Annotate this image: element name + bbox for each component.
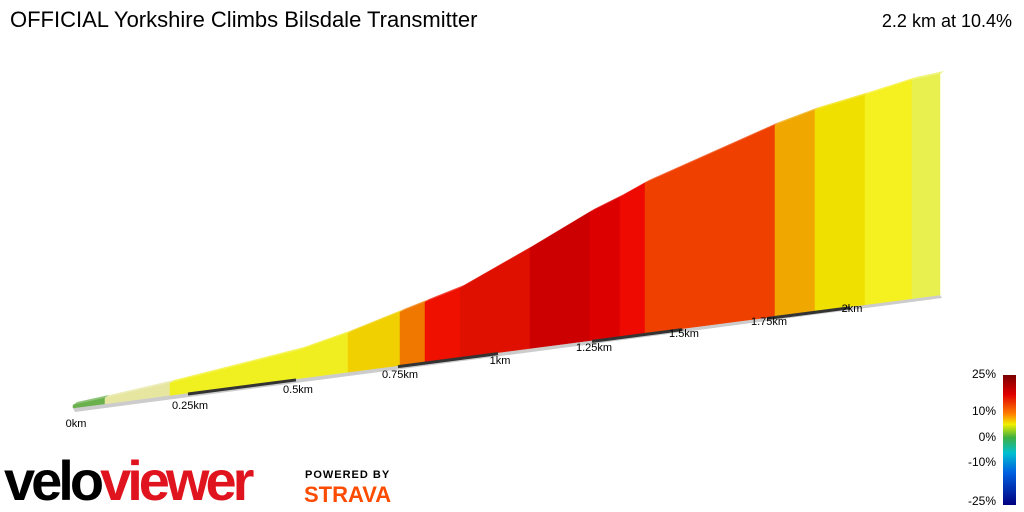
distance-label: 0.25km	[172, 400, 208, 412]
distance-label: 1.5km	[669, 328, 699, 340]
legend-label: -25%	[968, 494, 996, 508]
legend-label: -10%	[968, 455, 996, 469]
profile-segment	[619, 182, 646, 337]
profile-segment	[399, 301, 426, 366]
distance-bar	[766, 306, 851, 321]
legend: 25% 10% 0% -10% -25%	[968, 367, 996, 508]
profile-segment	[299, 332, 349, 379]
title: OFFICIAL Yorkshire Climbs Bilsdale Trans…	[10, 7, 477, 32]
distance-label: 1.75km	[751, 316, 787, 328]
gradient-scale	[1003, 375, 1016, 505]
profile-top	[865, 77, 916, 95]
profile-segment	[459, 247, 531, 358]
legend-label: 0%	[979, 430, 997, 444]
summary: 2.2 km at 10.4%	[882, 11, 1012, 31]
profile-top	[620, 180, 649, 197]
profile-top	[815, 92, 869, 110]
legend-label: 25%	[972, 367, 996, 381]
base-strip	[73, 295, 942, 412]
profile-segment	[911, 73, 941, 299]
profile-top	[460, 245, 534, 288]
distance-bar	[397, 352, 499, 369]
profile-top	[170, 347, 304, 383]
profile-top	[530, 209, 594, 248]
distance-bar	[187, 378, 297, 396]
profile-segment	[347, 311, 401, 373]
profile-segment	[774, 109, 816, 317]
distance-label: 1km	[490, 355, 511, 367]
distance-bar	[591, 328, 683, 343]
distance-label: 0.5km	[283, 384, 313, 396]
profile-segment	[814, 94, 866, 312]
profile-top	[645, 122, 779, 183]
profile-top	[912, 71, 944, 80]
profile-segment	[589, 196, 621, 341]
distance-label: 2km	[842, 303, 863, 315]
legend-label: 10%	[972, 404, 996, 418]
profile-top	[348, 309, 404, 333]
profile-segment	[864, 79, 913, 306]
profile-top	[300, 330, 352, 350]
profile-segment	[529, 211, 591, 349]
profile-top	[105, 380, 174, 398]
profile-top	[775, 107, 819, 125]
distance-labels: 0km 0.25km 0.5km 0.75km 1km 1.25km 1.5km 1.75km…	[66, 303, 863, 430]
profile-top	[73, 395, 109, 405]
profile-segment	[644, 124, 776, 334]
profile-top	[425, 285, 464, 302]
profile-top	[590, 194, 624, 212]
distance-label: 0.75km	[382, 369, 418, 381]
distance-label: 1.25km	[576, 342, 612, 354]
logo-velo: velo	[4, 449, 103, 512]
logo-viewer: viewer	[100, 449, 254, 512]
distance-label: 0km	[66, 418, 87, 430]
strava: STRAVA	[304, 482, 391, 507]
powered-by: POWERED BY	[305, 469, 390, 481]
logo: veloviewer	[4, 449, 254, 512]
profile-top	[400, 299, 429, 312]
profile	[72, 71, 944, 412]
